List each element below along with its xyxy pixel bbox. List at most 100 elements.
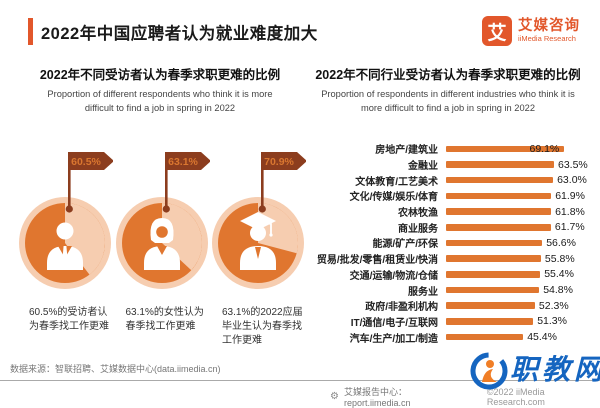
- donut-chart-2022应届毕业生: 70.9% 63.1%的2022应届毕业生认为春季找工作更难: [211, 146, 307, 347]
- bar: [446, 239, 543, 247]
- bar-value-label: 61.9%: [555, 189, 585, 202]
- bar: [446, 176, 554, 184]
- bar: [446, 286, 540, 294]
- donut-chart-女性: 63.1% 63.1%的女性认为春季找工作更难: [115, 146, 211, 347]
- zhijiaowang-watermark: 职教网: [468, 346, 600, 400]
- bar-category-label: 房地产/建筑业: [375, 145, 438, 157]
- bar-value-label: 63.5%: [558, 158, 588, 171]
- industry-bar-chart: 房地产/建筑业 69.1% 金融业 63.5% 文体教育/工艺美术 63.0% …: [302, 141, 598, 345]
- bar-category-label: 能源/矿产/环保: [372, 239, 438, 251]
- bar: [446, 302, 535, 309]
- bar-row: 商业服务 61.7%: [302, 219, 598, 235]
- bar-category-label: 文化/传媒/娱乐/体育: [349, 192, 438, 204]
- title-accent-bar: [28, 18, 33, 45]
- bar-value-label: 56.6%: [546, 236, 576, 249]
- bar-value-label: 54.8%: [543, 284, 573, 297]
- percentage-flag: [164, 152, 211, 170]
- bar-value-label: 51.3%: [537, 315, 567, 328]
- donut-remainder-wedge: [258, 203, 299, 254]
- data-source-note: 数据来源：智联招聘、艾媒数据中心(data.iimedia.cn): [10, 364, 221, 374]
- left-panel-subtitle-en: Proportion of different respondents who …: [47, 89, 273, 113]
- bar-row: 金融业 63.5%: [302, 157, 598, 173]
- report-header: 2022年中国应聘者认为就业难度加大 艾 艾媒咨询 iiMedia Resear…: [28, 14, 588, 54]
- bar-category-label: 贸易/批发/零售/租赁业/快消: [316, 255, 438, 267]
- flag-percentage-label: 60.5%: [71, 156, 101, 168]
- bar-row: 能源/矿产/环保 56.6%: [302, 235, 598, 251]
- bar: [446, 333, 524, 341]
- iimedia-logo-text: 艾媒咨询 iiMedia Research: [518, 19, 580, 42]
- donut-svg: 60.5%: [19, 152, 114, 289]
- iimedia-logo-icon: 艾: [482, 16, 512, 46]
- logo-name-cn: 艾媒咨询: [518, 18, 580, 35]
- bar-row: 文体教育/工艺美术 63.0%: [302, 172, 598, 188]
- bar-row: 文化/传媒/娱乐/体育 61.9%: [302, 188, 598, 204]
- watermark-text: 职教网: [510, 353, 600, 386]
- flag-pole-dot: [162, 205, 170, 213]
- bar: [446, 224, 551, 231]
- graduate-icon: [240, 212, 276, 270]
- donut-caption: 60.5%的受访者认为春季找工作更难: [29, 307, 109, 332]
- bar-value-label: 61.7%: [554, 221, 585, 234]
- donut-chart-受访者: 60.5% 60.5%的受访者认为春季找工作更难: [18, 146, 114, 347]
- right-panel-header: 2022年不同行业受访者认为春季求职更难的比例 Proportion of re…: [302, 64, 594, 116]
- bar-value-label: 63.0%: [557, 174, 587, 187]
- bar-row: IT/通信/电子/互联网 51.3%: [302, 314, 598, 330]
- flag-pole-dot: [258, 205, 266, 213]
- bar-row: 服务业 54.8%: [302, 282, 598, 298]
- bar-category-label: 文体教育/工艺美术: [355, 176, 438, 188]
- bar: [446, 208, 552, 215]
- bar-row: 汽车/生产/加工/制造 45.4%: [302, 329, 598, 345]
- donut-remainder-wedge: [161, 203, 202, 271]
- bar-row: 贸易/批发/零售/租赁业/快消 55.8%: [302, 251, 598, 267]
- bar: [446, 192, 552, 200]
- percentage-flag: [68, 152, 114, 170]
- bar-value-label: 61.8%: [555, 205, 585, 218]
- left-panel-title: 2022年不同受访者认为春季求职更难的比例: [39, 68, 281, 82]
- left-panel-header: 2022年不同受访者认为春季求职更难的比例 Proportion of diff…: [18, 64, 302, 116]
- bar: [446, 161, 554, 168]
- businessman-icon: [47, 222, 83, 270]
- bar-row: 农林牧渔 61.8%: [302, 204, 598, 220]
- footer-divider: [0, 380, 600, 381]
- logo-name-en: iiMedia Research: [518, 33, 576, 43]
- bar-value-label: 52.3%: [538, 299, 569, 312]
- bar-value-label: 55.8%: [544, 252, 575, 265]
- bar-category-label: IT/通信/电子/互联网: [350, 317, 438, 329]
- bar: [446, 145, 564, 153]
- flag-percentage-label: 70.9%: [264, 156, 294, 168]
- donut-svg: 70.9%: [212, 152, 307, 289]
- bar-row: 房地产/建筑业 69.1%: [302, 141, 598, 157]
- report-center-text: 艾媒报告中心：report.iimedia.cn: [343, 387, 411, 408]
- right-panel-title: 2022年不同行业受访者认为春季求职更难的比例: [315, 68, 581, 82]
- page-title: 2022年中国应聘者认为就业难度加大: [41, 25, 318, 43]
- flag-pole: [261, 154, 264, 208]
- bar-category-label: 服务业: [408, 286, 438, 298]
- bar-value-label: 55.4%: [544, 268, 574, 281]
- flag-pole: [164, 154, 168, 208]
- bar-value-label: 69.1%: [529, 142, 560, 155]
- donut-svg: 63.1%: [115, 152, 211, 289]
- right-panel-subtitle-en: Proportion of respondents in different i…: [321, 89, 575, 113]
- bar-category-label: 商业服务: [398, 223, 438, 235]
- bar-category-label: 交通/运输/物流/仓储: [349, 270, 438, 282]
- bar-row: 交通/运输/物流/仓储 55.4%: [302, 267, 598, 283]
- bar-category-label: 农林牧渔: [398, 208, 438, 220]
- donut-caption: 63.1%的女性认为春季找工作更难: [125, 307, 204, 332]
- flag-pole: [68, 154, 71, 208]
- bar: [446, 255, 541, 262]
- bar-category-label: 金融业: [408, 161, 438, 173]
- bar: [446, 318, 534, 325]
- flag-percentage-label: 63.1%: [168, 156, 198, 168]
- donut-remainder-wedge: [65, 203, 105, 275]
- bar-category-label: 汽车/生产/加工/制造: [349, 333, 438, 345]
- watermark-logo-icon: [470, 352, 508, 390]
- bar: [446, 271, 541, 278]
- woman-icon: [143, 218, 180, 270]
- bar-value-label: 45.4%: [527, 331, 557, 344]
- bar-row: 政府/非盈利机构 52.3%: [302, 298, 598, 314]
- percentage-flag: [261, 152, 307, 170]
- flag-pole-dot: [65, 205, 73, 213]
- donut-caption: 63.1%的2022应届毕业生认为春季找工作更难: [222, 307, 303, 346]
- iimedia-badge-icon: ⚙: [330, 390, 339, 402]
